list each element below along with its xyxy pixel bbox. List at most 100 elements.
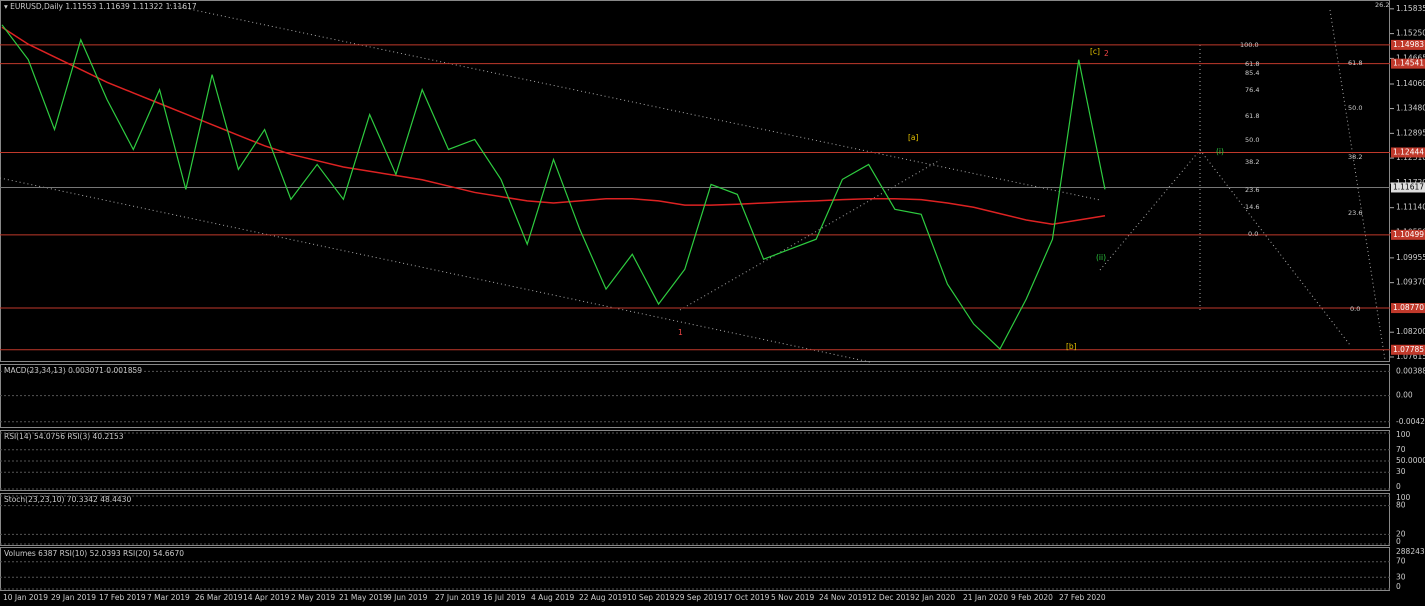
fib-label: 26.2 — [1375, 1, 1389, 9]
fib-label: 76.4 — [1245, 86, 1259, 94]
x-tick-label: 27 Feb 2020 — [1059, 593, 1106, 602]
y-tick-label: 1.14060 — [1396, 79, 1425, 88]
x-tick-label: 12 Dec 2019 — [867, 593, 915, 602]
fib-label: 0.0 — [1248, 230, 1258, 238]
fib-label: 61.8 — [1245, 112, 1259, 120]
level-label: 1.07785 — [1393, 345, 1424, 354]
frame — [0, 493, 1390, 546]
channel — [0, 177, 871, 363]
wave-label: [b] — [1066, 342, 1077, 351]
frame — [0, 547, 1390, 591]
level-tag — [1391, 229, 1425, 240]
y-tick-label: 1.07615 — [1396, 352, 1425, 361]
fib-label: 38.2 — [1245, 158, 1259, 166]
high: 1.11639 — [99, 2, 130, 11]
fib-label: 61.8 — [1245, 60, 1259, 68]
y-tick-label: 1.15835 — [1396, 4, 1425, 13]
panel-tick-label: 0 — [1396, 582, 1401, 591]
y-tick-label: 1.12310 — [1396, 153, 1425, 162]
x-tick-label: 7 Mar 2019 — [147, 593, 190, 602]
x-tick-label: 14 Apr 2019 — [243, 593, 290, 602]
fib-label: 0.0 — [1350, 305, 1360, 313]
volume-max: 288243 — [1396, 547, 1425, 556]
open: 1.11553 — [65, 2, 96, 11]
y-tick-label: 1.09370 — [1396, 278, 1425, 287]
level-tag — [1391, 303, 1425, 314]
fib-label: 61.8 — [1348, 59, 1362, 67]
price-line — [1, 24, 1106, 350]
level-tag — [1391, 147, 1425, 158]
fib-label: 14.6 — [1245, 203, 1259, 211]
fib-label: 50.0 — [1245, 136, 1259, 144]
panel-tick-label: 0.003887 — [1396, 366, 1425, 375]
x-tick-label: 24 Nov 2019 — [819, 593, 867, 602]
y-tick-label: 1.14665 — [1396, 53, 1425, 62]
panel-tick-label: 80 — [1396, 501, 1406, 510]
x-tick-label: 16 Jul 2019 — [483, 593, 526, 602]
x-tick-label: 29 Jan 2019 — [51, 593, 96, 602]
wave-label: (i) — [1216, 147, 1224, 156]
frame — [0, 0, 1390, 362]
current-label: 1.11617 — [1393, 182, 1424, 191]
wave-label: [c] — [1090, 47, 1100, 56]
low: 1.11322 — [132, 2, 163, 11]
panel-title: Stoch(23,23,10) 70.3342 48.4430 — [4, 495, 131, 504]
panel-tick-label: 50.0000 — [1396, 456, 1425, 465]
x-tick-label: 22 Aug 2019 — [579, 593, 627, 602]
level-tag — [1391, 344, 1425, 355]
close: 1.11617 — [166, 2, 197, 11]
x-tick-label: 10 Jan 2019 — [3, 593, 48, 602]
x-tick-label: 9 Feb 2020 — [1011, 593, 1053, 602]
header: ▾ EURUSD,Daily 1.11553 1.11639 1.11322 1… — [4, 2, 197, 11]
panel-tick-label: 20 — [1396, 529, 1406, 538]
fib-label: 100.0 — [1240, 41, 1259, 49]
x-tick-label: 29 Sep 2019 — [675, 593, 723, 602]
x-tick-label: 5 Nov 2019 — [771, 593, 814, 602]
y-tick-label: 1.15250 — [1396, 29, 1425, 38]
x-tick-label: 2 Jan 2020 — [915, 593, 955, 602]
level-label: 1.08770 — [1393, 303, 1424, 312]
wave-label: (ii) — [1096, 253, 1106, 262]
fib-label: 23.6 — [1245, 186, 1259, 194]
panel-tick-label: 30 — [1396, 467, 1406, 476]
y-tick-label: 1.11140 — [1396, 203, 1425, 212]
x-tick-label: 2 May 2019 — [291, 593, 335, 602]
panel-tick-label: 0 — [1396, 482, 1401, 491]
x-tick-label: 21 May 2019 — [339, 593, 388, 602]
fib-label: 50.0 — [1348, 104, 1362, 112]
wave-label: 1 — [678, 328, 683, 337]
x-tick-label: 9 Jun 2019 — [387, 593, 428, 602]
x-tick-label: 17 Feb 2019 — [99, 593, 146, 602]
panel-tick-label: 70 — [1396, 557, 1406, 566]
panel-title: MACD(23,34,13) 0.003071 0.001859 — [4, 366, 142, 375]
level-label: 1.10499 — [1393, 230, 1424, 239]
panel-tick-label: 30 — [1396, 572, 1406, 581]
panel-title: Volumes 6387 RSI(10) 52.0393 RSI(20) 54.… — [4, 549, 184, 558]
current-tag — [1391, 182, 1425, 193]
level-label: 1.12444 — [1393, 147, 1424, 156]
x-tick-label: 26 Mar 2019 — [195, 593, 243, 602]
wave-label: [a] — [908, 133, 919, 142]
level-tag — [1391, 39, 1425, 50]
x-tick-label: 21 Jan 2020 — [963, 593, 1008, 602]
level-tag — [1391, 58, 1425, 69]
level-label: 1.14983 — [1393, 40, 1424, 49]
panel-title: RSI(14) 54.0756 RSI(3) 40.2153 — [4, 432, 124, 441]
symbol: EURUSD,Daily — [10, 2, 63, 11]
panel-tick-label: 0 — [1396, 537, 1401, 546]
x-tick-label: 4 Aug 2019 — [531, 593, 574, 602]
x-tick-label: 17 Oct 2019 — [723, 593, 770, 602]
x-tick-label: 27 Jun 2019 — [435, 593, 480, 602]
channel-lines — [0, 4, 1386, 363]
y-tick-label: 1.12895 — [1396, 128, 1425, 137]
panel-tick-label: 100 — [1396, 493, 1411, 502]
y-tick-label: 1.08200 — [1396, 327, 1425, 336]
y-tick-label: 1.13480 — [1396, 104, 1425, 113]
fib-label: 38.2 — [1348, 153, 1362, 161]
x-tick-label: 10 Sep 2019 — [627, 593, 675, 602]
ma-line — [1, 26, 1106, 225]
panel-tick-label: -0.004223 — [1396, 417, 1425, 426]
panel-tick-label: 0.00 — [1396, 391, 1413, 400]
